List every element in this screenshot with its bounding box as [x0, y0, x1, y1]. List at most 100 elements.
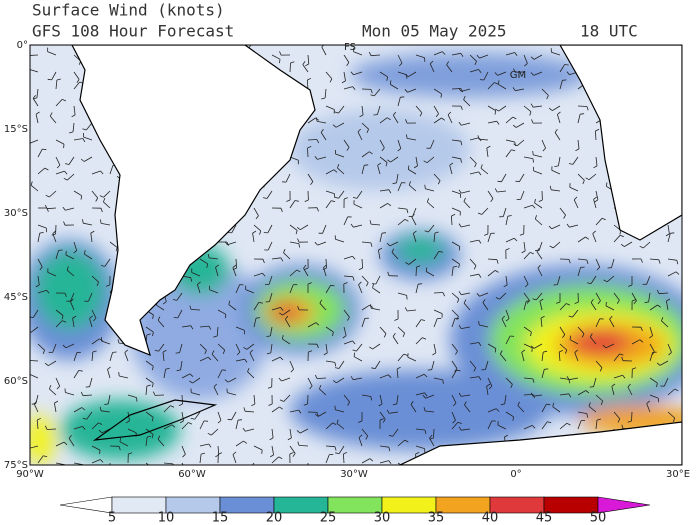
wind-barb: [56, 78, 61, 81]
wind-barb: [388, 435, 393, 437]
wind-barb: [152, 332, 154, 337]
wind-barb: [532, 204, 536, 209]
wind-barb: [649, 258, 660, 261]
wind-barb: [145, 437, 148, 447]
wind-barb: [595, 190, 599, 200]
wind-barb: [521, 352, 525, 362]
wind-barb: [649, 304, 658, 311]
wind-barb: [556, 301, 561, 304]
wind-barb: [507, 215, 512, 217]
wind-barb: [314, 374, 318, 379]
wind-barb: [335, 153, 345, 158]
wind-barb: [307, 173, 314, 182]
wind-barb: [552, 406, 561, 413]
wind-barb: [451, 318, 456, 328]
wind-barb: [661, 316, 664, 321]
wind-barb: [405, 119, 408, 124]
wind-barb: [554, 165, 559, 167]
wind-barb: [227, 241, 237, 246]
wind-barb: [511, 149, 516, 152]
wind-barb: [627, 383, 631, 388]
wind-barb: [315, 117, 320, 121]
wind-barb: [464, 404, 471, 413]
wind-barb: [523, 275, 529, 285]
wind-barb: [577, 390, 586, 396]
wind-barb: [42, 148, 47, 151]
wind-barb: [267, 224, 273, 234]
wind-barb: [157, 319, 165, 328]
wind-barb: [181, 325, 191, 328]
wind-barb: [530, 345, 535, 349]
wind-barb: [501, 318, 507, 328]
wind-barb: [487, 190, 494, 199]
wind-barb: [486, 383, 491, 387]
wind-barb: [298, 409, 302, 414]
wind-barb: [209, 289, 219, 294]
wind-barb: [100, 208, 103, 213]
wind-barb: [590, 298, 594, 303]
wind-barb: [523, 252, 531, 260]
wind-barb: [197, 281, 201, 285]
wind-barb: [541, 139, 546, 149]
wind-barb: [282, 309, 291, 316]
wind-barb: [298, 243, 300, 248]
wind-barb: [640, 258, 643, 263]
colorbar-label: 35: [428, 511, 445, 525]
wind-barb: [478, 171, 482, 176]
wind-barb: [458, 189, 462, 194]
colorbar-label: 45: [536, 511, 553, 525]
wind-barb: [649, 352, 654, 362]
wind-barb: [397, 292, 407, 296]
wind-barb: [595, 394, 603, 402]
wind-barb: [594, 199, 599, 203]
wind-barb: [407, 309, 417, 312]
wind-barb: [532, 378, 535, 383]
colorbar-label: 5: [108, 511, 116, 525]
wind-barb: [616, 299, 620, 304]
wind-barb: [243, 346, 248, 350]
wind-barb: [307, 77, 312, 81]
wind-barb: [321, 45, 325, 48]
wind-barb: [320, 132, 327, 141]
wind-barb: [353, 356, 363, 362]
wind-barb: [48, 360, 57, 367]
wind-barb: [63, 441, 68, 446]
wind-barb: [505, 275, 508, 285]
wind-barb: [551, 224, 561, 230]
wind-barb: [537, 264, 541, 269]
wind-barb: [463, 302, 471, 311]
wind-barb: [285, 315, 289, 320]
wind-barb: [391, 248, 395, 253]
wind-barb: [279, 51, 282, 56]
wind-barb: [68, 434, 72, 439]
wind-barb: [513, 237, 518, 242]
wind-barb: [408, 184, 417, 192]
wind-barb: [89, 315, 93, 319]
wind-barb: [263, 197, 268, 199]
wind-barb: [606, 275, 615, 283]
wind-barb: [271, 456, 279, 464]
wind-barb: [442, 292, 445, 297]
wind-barb: [325, 360, 335, 363]
wind-barb: [385, 162, 388, 167]
wind-barb: [397, 439, 406, 447]
wind-barb: [370, 94, 375, 97]
wind-barb: [388, 447, 391, 452]
wind-barb: [595, 130, 597, 141]
wind-barb: [32, 98, 39, 107]
wind-barb: [153, 391, 156, 396]
wind-barb: [89, 318, 93, 328]
colorbar-label: 40: [482, 511, 499, 525]
wind-barb: [27, 52, 29, 56]
wind-barb: [253, 318, 257, 328]
wind-barb: [346, 62, 350, 67]
wind-barb: [43, 455, 48, 458]
wind-barb: [639, 339, 644, 343]
wind-barb: [593, 196, 598, 200]
wind-barb: [577, 114, 581, 124]
wind-barb: [242, 427, 246, 432]
wind-barb: [180, 360, 183, 370]
wind-barb: [269, 292, 273, 302]
wind-barb: [667, 224, 670, 234]
colorbar-label: 20: [266, 511, 283, 525]
